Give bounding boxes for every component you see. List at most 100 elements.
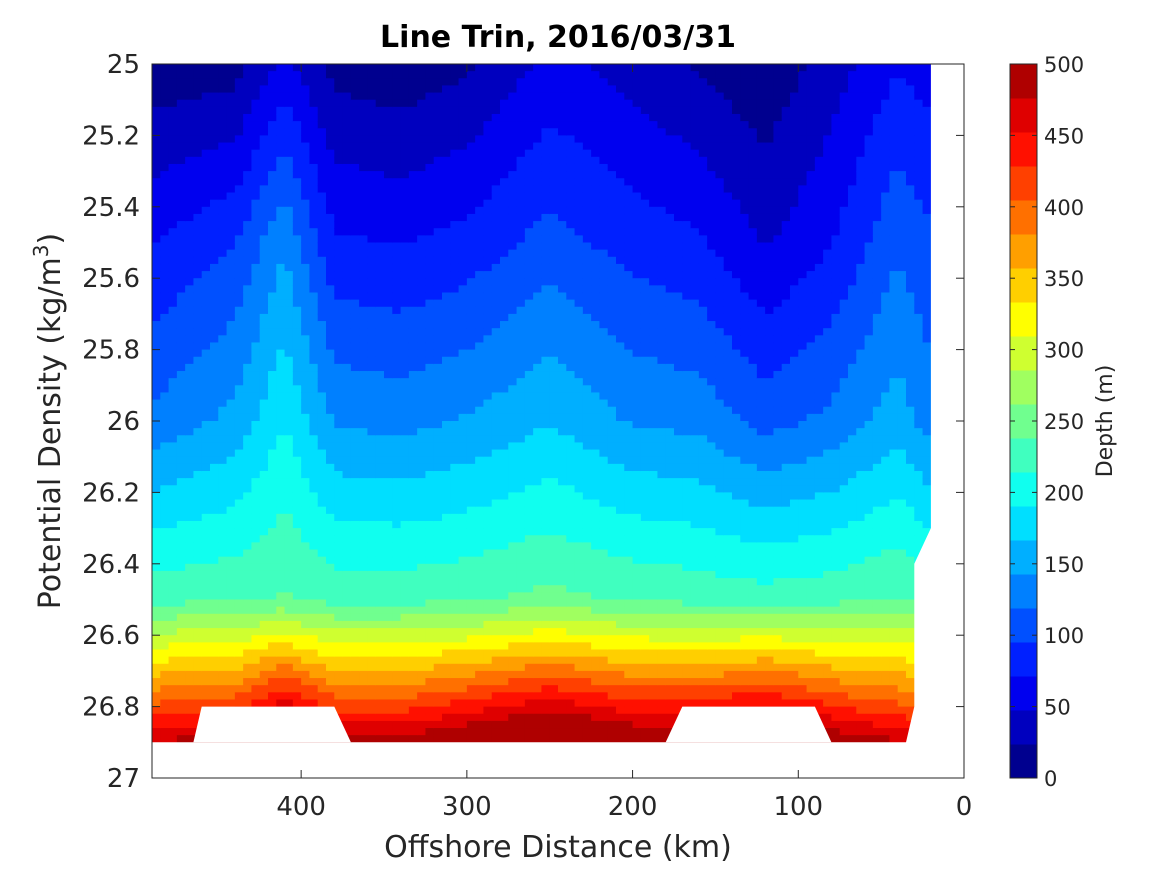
contour-cell [210,85,219,94]
contour-cell [483,613,493,622]
contour-cell [268,649,277,658]
contour-cell [549,421,559,429]
contour-cell [259,128,269,136]
contour-cell [508,363,518,372]
contour-cell [160,163,170,172]
contour-cell [433,249,443,258]
contour-cell [408,185,418,194]
contour-cell [350,463,360,472]
contour-cell [251,156,261,165]
contour-cell [375,678,385,686]
contour-cell [243,363,253,372]
contour-cell [375,228,385,236]
contour-cell [218,349,228,358]
contour-cell [458,292,468,301]
contour-cell [259,399,269,408]
contour-cell [284,663,294,672]
contour-cell [160,206,170,215]
contour-cell [491,528,501,536]
contour-cell [566,720,576,729]
contour-cell [342,106,352,115]
contour-cell [533,206,543,215]
contour-cell [160,392,170,401]
contour-cell [160,449,170,458]
contour-cell [475,135,485,144]
contour-cell [425,221,435,229]
contour-cell [168,285,178,294]
contour-cell [218,185,228,194]
contour-cell [433,642,443,651]
contour-cell [185,321,195,329]
contour-cell [533,528,543,536]
contour-cell [582,163,592,172]
contour-cell [317,128,327,136]
contour-cell [566,478,576,486]
contour-cell [516,592,526,601]
contour-cell [483,735,493,743]
contour-cell [176,470,186,479]
contour-cell [433,699,443,708]
contour-cell [483,520,493,529]
contour-cell [558,263,567,272]
contour-cell [284,78,294,87]
contour-cell [259,263,269,272]
contour-cell [243,449,253,458]
contour-cell [234,478,244,486]
contour-cell [524,313,534,322]
contour-cell [400,399,410,408]
contour-cell [160,235,170,244]
contour-cell [234,92,244,101]
contour-cell [558,663,567,672]
contour-cell [425,549,435,558]
contour-cell [442,285,451,294]
contour-cell [301,421,311,429]
contour-cell [301,228,311,236]
contour-cell [408,128,418,136]
contour-cell [516,442,526,451]
contour-cell [201,213,211,222]
contour-cell [350,563,360,572]
contour-cell [210,656,219,665]
contour-cell [450,221,460,229]
contour-cell [392,435,402,444]
contour-cell [549,513,559,522]
contour-cell [276,371,286,379]
contour-cell [450,399,460,408]
contour-cell [417,663,427,672]
contour-cell [392,735,402,743]
contour-cell [176,678,186,686]
contour-cell [566,428,576,436]
contour-cell [201,313,211,322]
contour-cell [210,371,219,379]
contour-cell [268,342,277,351]
contour-cell [500,213,509,222]
contour-cell [458,563,468,572]
contour-cell [234,256,244,265]
contour-cell [160,142,170,151]
contour-cell [218,635,228,643]
contour-cell [226,256,236,265]
contour-cell [326,278,335,286]
contour-cell [226,578,236,586]
contour-cell [168,306,178,315]
contour-cell [566,235,576,244]
contour-cell [218,485,228,493]
contour-cell [400,563,410,572]
contour-cell [541,256,551,265]
contour-cell [417,642,427,651]
contour-cell [359,85,369,94]
contour-cell [359,685,369,693]
contour-cell [326,670,335,679]
contour-cell [516,135,526,144]
contour-cell [309,499,319,508]
contour-cell [160,513,170,522]
contour-cell [367,421,377,429]
contour-cell [483,321,493,329]
contour-cell [259,64,269,72]
contour-cell [259,221,269,229]
contour-cell [210,106,219,115]
contour-cell [210,413,219,422]
contour-cell [500,563,509,572]
contour-cell [458,163,468,172]
contour-cell [367,71,377,79]
